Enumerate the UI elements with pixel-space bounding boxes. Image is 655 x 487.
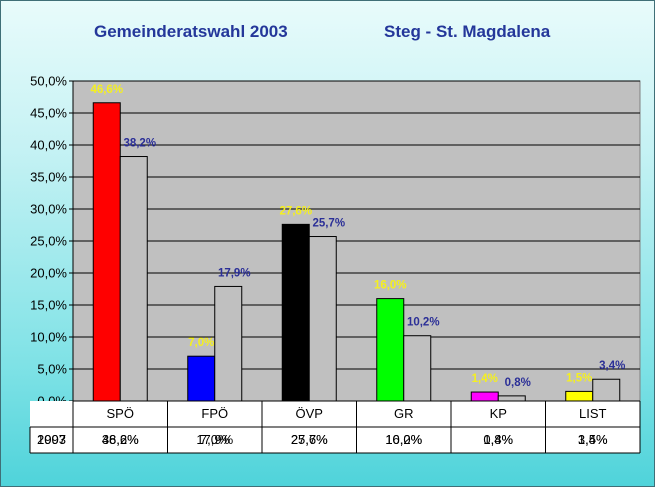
bar-1997-4 [497,395,526,402]
bar-1997-3 [403,335,432,402]
y-tick-label: 5,0% [37,362,67,377]
table-cell-1997: 3,4% [578,432,608,447]
y-tick-label: 35,0% [30,170,67,185]
data-label-1997: 0,8% [505,377,531,389]
data-label-1997: 3,4% [599,360,625,372]
y-tick-label: 10,0% [30,330,67,345]
data-label-1997: 17,9% [218,267,251,279]
bar-2003-2 [281,223,310,402]
table-cell-2003: 1,4% [483,432,513,447]
data-label-1997: 10,2% [407,317,440,329]
chart-subtitle: Steg - St. Magdalena [384,22,551,41]
y-tick-label: 25,0% [30,234,67,249]
data-label-1997: 38,2% [123,138,156,150]
data-label-2003: 46,6% [90,84,123,96]
x-category-label: GR [394,406,414,421]
bar-2003-4 [470,391,499,402]
x-category-label: FPÖ [201,406,228,421]
bar-1997-2 [308,236,337,402]
x-category-label: LIST [579,406,607,421]
table-cell-2003: 46,6% [102,432,139,447]
table-row-label-2003: 2003 [37,432,66,447]
data-label-2003: 7,0% [188,337,214,349]
bar-2003-3 [376,298,405,402]
chart-title: Gemeinderatswahl 2003 [94,22,288,41]
y-tick-label: 15,0% [30,298,67,313]
table-cell-1997: 10,2% [385,432,422,447]
y-tick-label: 50,0% [30,74,67,89]
data-label-2003: 1,4% [472,373,498,385]
x-category-label: KP [490,406,507,421]
table-cell-1997: 38,2% [102,432,139,447]
bar-2003-5 [565,390,594,402]
table-cell-1997: 25,7% [291,432,328,447]
data-label-1997: 25,7% [312,218,345,230]
y-tick-label: 30,0% [30,202,67,217]
data-label-2003: 1,5% [566,372,592,384]
table-cell-2003: 7,0% [200,432,230,447]
bar-1997-5 [592,378,621,402]
table-row-label-1997: 1997 [37,432,66,447]
table-cell-2003: 16,0% [385,432,422,447]
y-tick-label: 45,0% [30,106,67,121]
table-cell-1997: 0,8% [483,432,513,447]
bar-1997-1 [214,285,243,402]
bar-1997-0 [119,156,148,402]
data-label-2003: 27,6% [279,205,312,217]
x-category-label: SPÖ [107,406,134,421]
table-cell-2003: 27,6% [291,432,328,447]
bar-2003-0 [92,102,121,402]
x-category-label: ÖVP [296,406,323,421]
table-cell-1997: 17,9% [196,432,233,447]
data-label-2003: 16,0% [374,280,407,292]
bar-2003-1 [187,355,216,402]
table-cell-2003: 1,5% [578,432,608,447]
y-tick-label: 20,0% [30,266,67,281]
y-tick-label: 40,0% [30,138,67,153]
